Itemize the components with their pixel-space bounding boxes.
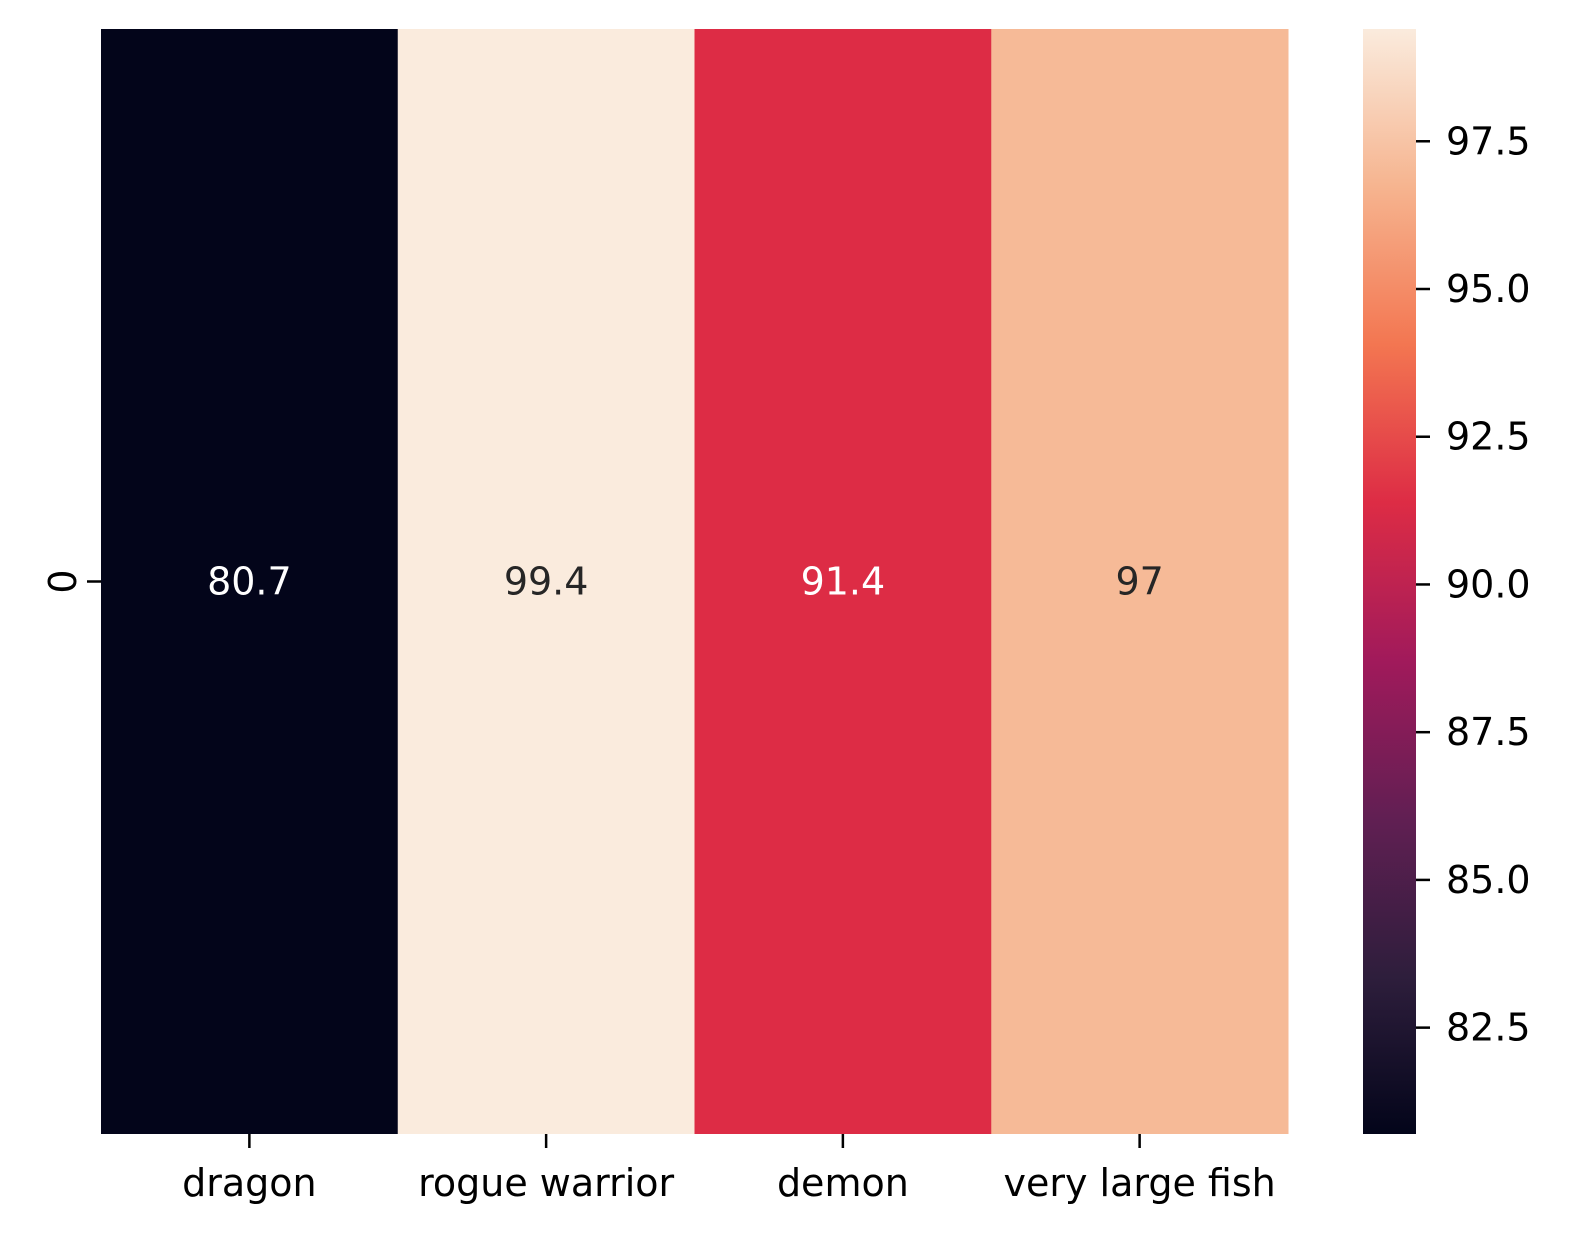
colorbar-ticks: 82.5 85.0 87.5 90.0 92.5 95.0 97.5 <box>1416 119 1531 1050</box>
heatmap-cell <box>694 29 992 1134</box>
heatmap-cell <box>397 29 695 1134</box>
x-tick-label: rogue warrior <box>418 1161 674 1205</box>
colorbar-tick-label: 95.0 <box>1446 267 1531 311</box>
colorbar-tick-label: 87.5 <box>1446 710 1531 754</box>
heatmap-cells: 80.7 99.4 91.4 97 <box>101 29 1289 1134</box>
x-tick-label: very large fish <box>1003 1161 1275 1205</box>
colorbar-tick-label: 97.5 <box>1446 119 1531 163</box>
heatmap-cell <box>991 29 1289 1134</box>
x-axis: dragon rogue warrior demon very large fish <box>182 1134 1276 1205</box>
x-tick-label: demon <box>777 1161 909 1205</box>
cell-value-label: 80.7 <box>207 560 292 604</box>
cell-value-label: 97 <box>1115 560 1163 604</box>
colorbar-tick-label: 92.5 <box>1446 415 1531 459</box>
cell-value-label: 91.4 <box>801 560 886 604</box>
colorbar-gradient <box>1363 29 1416 1134</box>
x-tick-label: dragon <box>182 1161 316 1205</box>
cell-value-label: 99.4 <box>504 560 589 604</box>
y-tick-label: 0 <box>41 569 85 593</box>
colorbar-tick-label: 85.0 <box>1446 858 1531 902</box>
colorbar-tick-label: 90.0 <box>1446 562 1531 606</box>
colorbar: 82.5 85.0 87.5 90.0 92.5 95.0 97.5 <box>1363 29 1531 1134</box>
y-axis: 0 <box>41 569 101 594</box>
colorbar-tick-label: 82.5 <box>1446 1006 1531 1050</box>
heatmap-cell <box>101 29 399 1134</box>
